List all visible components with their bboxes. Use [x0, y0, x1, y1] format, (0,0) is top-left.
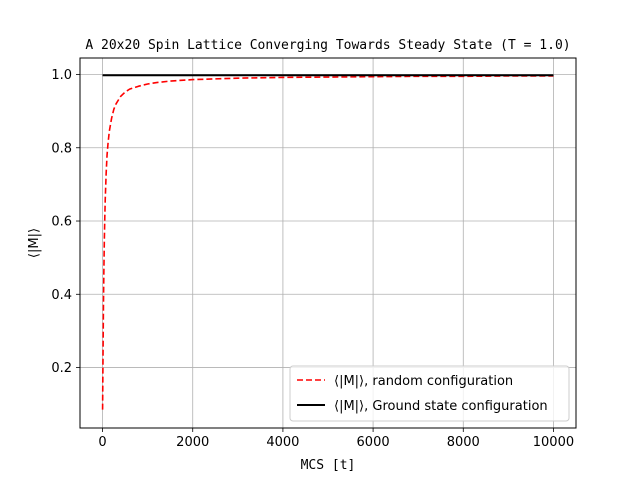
y-tick-label: 0.8	[51, 141, 72, 156]
plot-frame	[79, 57, 577, 429]
x-tick-label: 2000	[176, 435, 209, 450]
x-tick-label: 8000	[447, 435, 480, 450]
y-tick-label: 1.0	[51, 68, 72, 83]
legend-label-random: ⟨|M|⟩, random configuration	[334, 374, 513, 389]
x-tick-label: 0	[98, 435, 106, 450]
series-line-random	[101, 75, 554, 410]
y-tick-label: 0.6	[51, 215, 72, 230]
y-tick-label: 0.4	[51, 288, 72, 303]
x-axis-label: MCS [t]	[301, 458, 356, 473]
x-tick-label: 4000	[266, 435, 299, 450]
x-tick-label: 6000	[357, 435, 390, 450]
y-tick-label: 0.2	[51, 361, 72, 376]
y-axis-label: ⟨|M|⟩	[27, 228, 42, 258]
plot-series	[101, 74, 554, 410]
axis-ticks: 0 2000 4000 6000 8000 10000 0.2 0.4 0.6 0.8 1.0	[51, 68, 574, 450]
legend-label-ground: ⟨|M|⟩, Ground state configuration	[334, 399, 548, 414]
chart-title: A 20x20 Spin Lattice Converging Towards …	[85, 38, 570, 53]
x-tick-label: 10000	[533, 435, 574, 450]
legend: ⟨|M|⟩, random configuration ⟨|M|⟩, Groun…	[289, 365, 570, 422]
legend-box	[289, 365, 570, 422]
